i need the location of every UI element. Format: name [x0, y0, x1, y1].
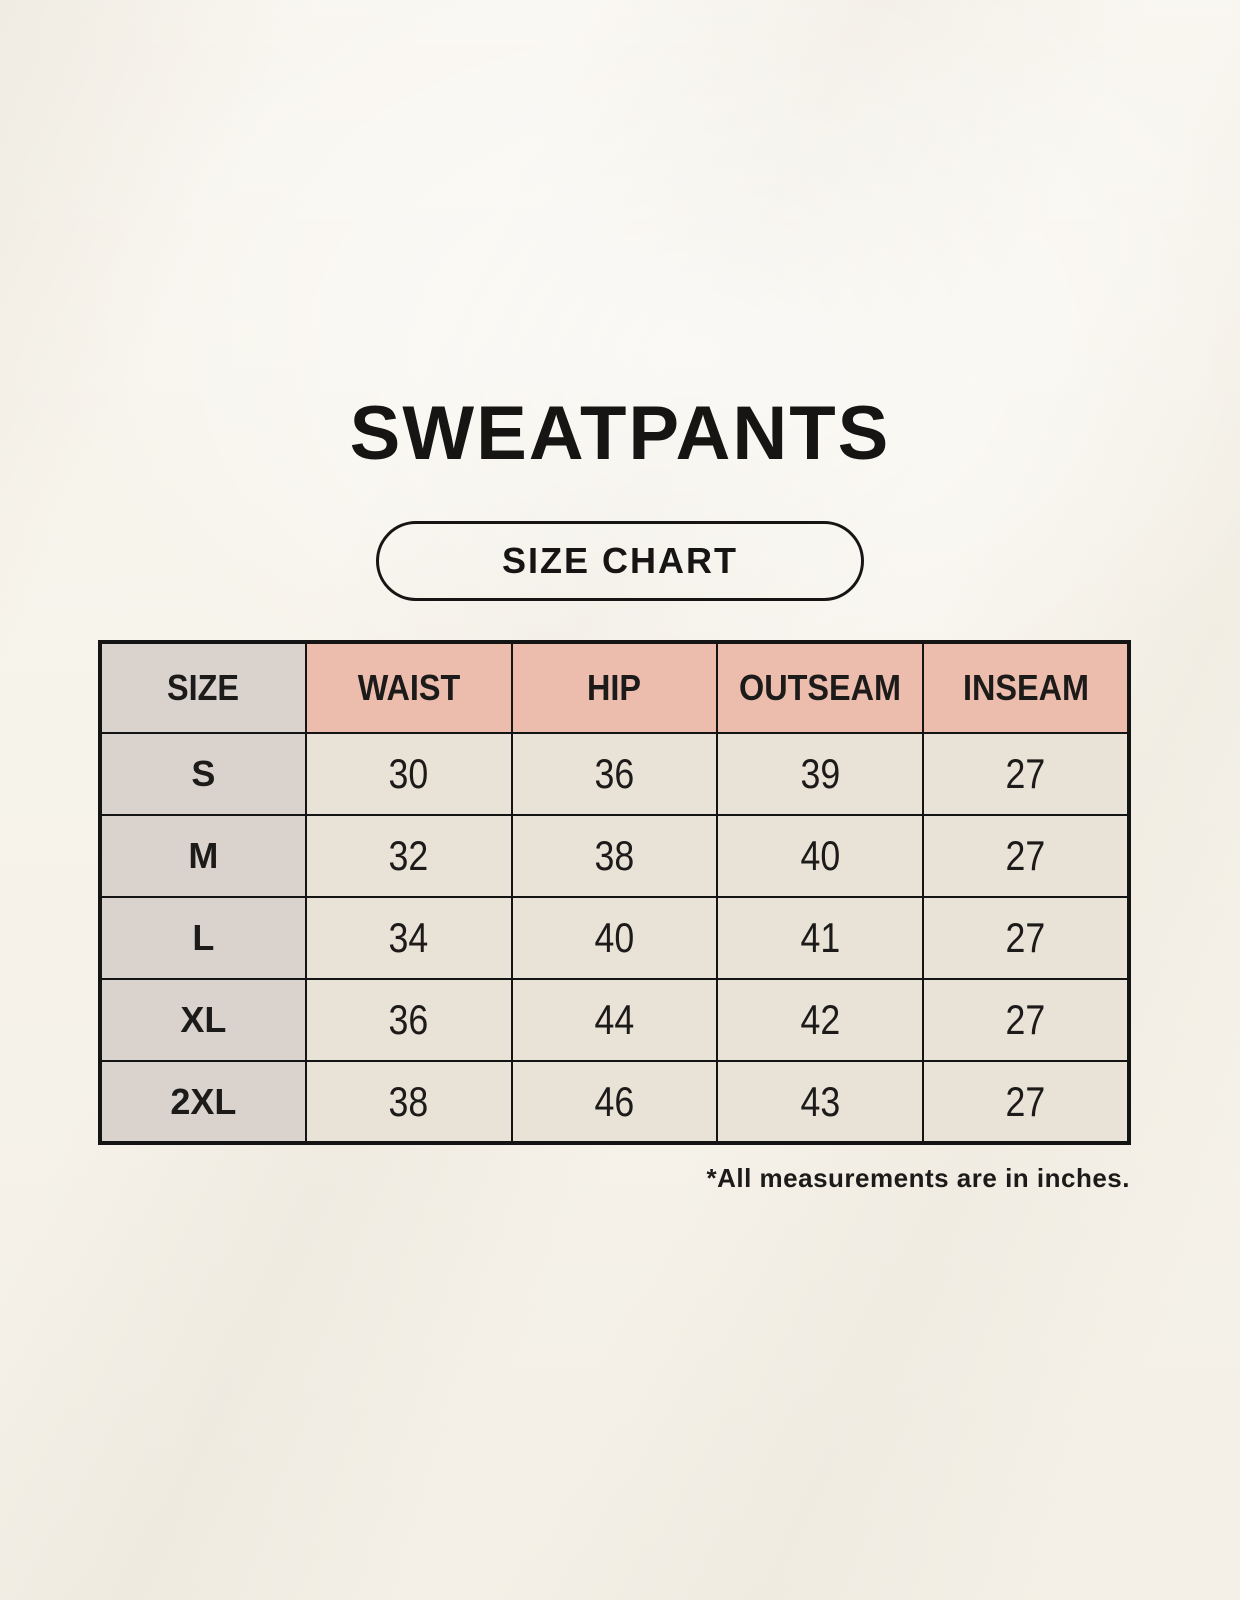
- measurement-value: 41: [800, 914, 841, 961]
- measurement-value: 36: [388, 996, 429, 1043]
- measurement-cell-inseam: 27: [922, 978, 1130, 1062]
- size-chart-table-header: SIZE WAIST HIP OUTSEAM INSEAM: [99, 641, 1130, 734]
- measurement-value: 32: [388, 832, 429, 879]
- size-label: L: [99, 896, 307, 980]
- measurement-cell-hip: 46: [510, 1060, 719, 1144]
- measurement-value: 40: [800, 832, 841, 879]
- column-header-label: SIZE: [167, 667, 240, 708]
- measurement-value: 42: [800, 996, 841, 1043]
- measurement-cell-waist: 30: [304, 732, 513, 816]
- measurement-cell-hip: 38: [510, 814, 719, 898]
- size-chart-badge: SIZE CHART: [376, 521, 864, 601]
- measurement-cell-waist: 36: [304, 978, 513, 1062]
- measurement-value: 36: [594, 750, 635, 797]
- column-header-waist: WAIST: [304, 641, 513, 734]
- table-row-m: M 32 38 40 27: [99, 814, 1130, 898]
- column-header-label: WAIST: [357, 667, 460, 708]
- measurement-cell-outseam: 41: [716, 896, 925, 980]
- size-label: XL: [99, 978, 307, 1062]
- column-header-size: SIZE: [99, 641, 307, 734]
- table-row-xl: XL 36 44 42 27: [99, 978, 1130, 1062]
- measurement-cell-outseam: 39: [716, 732, 925, 816]
- measurement-value: 30: [388, 750, 429, 797]
- measurement-cell-outseam: 42: [716, 978, 925, 1062]
- header-row: SIZE WAIST HIP OUTSEAM INSEAM: [99, 641, 1130, 734]
- measurement-cell-hip: 40: [510, 896, 719, 980]
- measurement-cell-waist: 34: [304, 896, 513, 980]
- measurement-cell-inseam: 27: [922, 814, 1130, 898]
- measurement-value: 27: [1005, 996, 1046, 1043]
- table-row-s: S 30 36 39 27: [99, 732, 1130, 816]
- size-chart-badge-label: SIZE CHART: [502, 540, 738, 581]
- measurement-cell-inseam: 27: [922, 896, 1130, 980]
- column-header-inseam: INSEAM: [922, 641, 1130, 734]
- measurements-footnote: *All measurements are in inches.: [706, 1163, 1130, 1193]
- measurement-cell-inseam: 27: [922, 1060, 1130, 1144]
- column-header-outseam: OUTSEAM: [716, 641, 925, 734]
- column-header-hip: HIP: [510, 641, 719, 734]
- measurement-value: 46: [594, 1077, 635, 1125]
- measurement-value: 40: [594, 914, 635, 961]
- measurement-cell-waist: 38: [304, 1060, 513, 1144]
- column-header-label: OUTSEAM: [739, 667, 902, 708]
- measurement-value: 34: [388, 914, 429, 961]
- measurement-cell-hip: 44: [510, 978, 719, 1062]
- measurement-value: 27: [1005, 914, 1046, 961]
- measurement-value: 39: [800, 750, 841, 797]
- measurement-value: 38: [388, 1077, 429, 1125]
- measurement-cell-outseam: 40: [716, 814, 925, 898]
- page-title: SWEATPANTS: [349, 391, 891, 476]
- table-row-2xl: 2XL 38 46 43 27: [99, 1060, 1130, 1144]
- size-chart-table-body: S 30 36 39 27 M 32 38 40 27 L 34 40 41 27 XL 36 44 42 27 2XL…: [99, 732, 1130, 1144]
- measurement-value: 27: [1005, 832, 1046, 879]
- column-header-label: HIP: [587, 667, 642, 708]
- measurement-value: 27: [1005, 750, 1046, 797]
- measurement-value: 44: [594, 996, 635, 1043]
- measurement-value: 43: [800, 1077, 841, 1125]
- size-label: S: [99, 732, 307, 816]
- size-chart-table: SIZE WAIST HIP OUTSEAM INSEAM S 30 36 39 27 M 32 38…: [98, 640, 1131, 1145]
- measurement-value: 27: [1005, 1077, 1046, 1125]
- measurement-cell-hip: 36: [510, 732, 719, 816]
- measurement-cell-outseam: 43: [716, 1060, 925, 1144]
- measurement-cell-inseam: 27: [922, 732, 1130, 816]
- table-row-l: L 34 40 41 27: [99, 896, 1130, 980]
- column-header-label: INSEAM: [962, 667, 1089, 708]
- size-label: 2XL: [99, 1060, 307, 1144]
- measurement-value: 38: [594, 832, 635, 879]
- measurement-cell-waist: 32: [304, 814, 513, 898]
- size-label: M: [99, 814, 307, 898]
